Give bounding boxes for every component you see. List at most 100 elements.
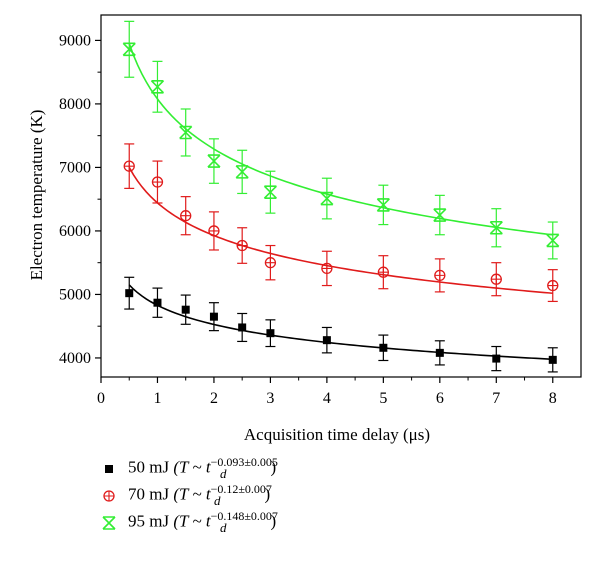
y-axis-label: Electron temperature (K) — [27, 110, 46, 281]
data-point — [547, 347, 558, 373]
marker-square — [153, 298, 162, 307]
marker-plus — [547, 280, 558, 291]
data-point — [546, 221, 560, 260]
marker-cross — [320, 191, 334, 206]
marker-square — [548, 355, 557, 364]
marker-plus — [237, 240, 248, 251]
x-tick-label: 8 — [549, 390, 557, 407]
y-tick-label: 6000 — [59, 223, 91, 240]
marker-plus — [104, 490, 114, 501]
marker-cross — [102, 515, 116, 530]
legend-label: 50 mJ (T ~ t−0.093±0.005d) — [128, 455, 278, 481]
marker-cross — [263, 185, 277, 199]
data-point — [152, 287, 163, 318]
marker-plus — [265, 257, 276, 268]
legend-entry: 70 mJ (T ~ t−0.12±0.007d) — [98, 482, 276, 509]
data-point — [320, 177, 334, 220]
data-point — [124, 276, 135, 310]
data-point — [491, 345, 502, 372]
marker-cross — [433, 208, 447, 222]
x-tick-label: 0 — [97, 390, 105, 407]
marker-plus — [152, 177, 163, 188]
marker-square — [181, 305, 190, 314]
marker-cross — [122, 42, 136, 57]
marker-square — [435, 348, 444, 357]
fit-curve — [128, 167, 553, 295]
y-tick-label: 5000 — [59, 286, 91, 303]
y-tick-label: 4000 — [59, 350, 91, 367]
marker-square — [379, 343, 388, 352]
legend-marker — [105, 464, 113, 473]
y-tick-label: 8000 — [59, 96, 91, 113]
data-point — [179, 108, 193, 157]
marker-square — [492, 354, 501, 363]
data-point — [236, 227, 248, 264]
x-tick-label: 4 — [323, 390, 331, 407]
marker-plus — [208, 225, 219, 236]
data-point — [180, 196, 192, 236]
data-point — [237, 312, 248, 343]
marker-plus — [124, 161, 135, 172]
marker-plus — [321, 263, 332, 274]
data-point — [208, 211, 220, 251]
plot-frame — [100, 14, 582, 378]
x-tick-label: 5 — [379, 390, 387, 407]
marker-square — [266, 329, 275, 338]
data-point — [378, 334, 389, 362]
data-point — [264, 244, 277, 281]
marker-square — [322, 336, 331, 345]
data-point — [433, 194, 447, 236]
data-point — [207, 138, 221, 184]
data-point — [151, 160, 164, 204]
legend: 50 mJ (T ~ t−0.093±0.005d) 70 mJ (T ~ t−0… — [98, 455, 278, 536]
data-point — [489, 208, 503, 248]
data-point — [180, 294, 191, 325]
fit-curves — [128, 43, 553, 361]
marker-square — [125, 289, 134, 298]
data-point — [434, 258, 446, 293]
legend-label: 95 mJ (T ~ t−0.148±0.007d) — [128, 509, 278, 535]
x-tick-label: 2 — [210, 390, 218, 407]
data-point — [265, 319, 276, 348]
y-tick-label: 7000 — [59, 159, 91, 176]
marker-cross — [376, 198, 390, 212]
x-tick-label: 6 — [436, 390, 444, 407]
legend-marker — [102, 515, 116, 530]
x-axis-label: Acquisition time delay (μs) — [244, 425, 430, 444]
fit-curve — [128, 43, 553, 236]
marker-cross — [150, 79, 165, 94]
data-point — [263, 170, 277, 214]
marker-square — [209, 312, 218, 321]
legend-marker — [103, 489, 115, 502]
marker-plus — [180, 210, 191, 221]
marker-plus — [491, 274, 502, 285]
marker-plus — [434, 270, 445, 281]
marker-cross — [235, 165, 249, 179]
data-point — [122, 20, 136, 78]
legend-entry: 50 mJ (T ~ t−0.093±0.005d) — [98, 455, 278, 482]
marker-square — [238, 323, 247, 332]
data-point — [377, 255, 390, 290]
marker-cross — [489, 220, 503, 235]
chart: 0 1 2 3 4 5 6 7 8 4000 5000 6000 7000 8000 9000 Acqui… — [27, 14, 582, 444]
data-point — [376, 184, 390, 226]
data-point — [235, 149, 249, 195]
marker-square — [105, 464, 113, 473]
x-axis: 0 1 2 3 4 5 6 7 8 — [97, 377, 557, 407]
marker-cross — [179, 125, 193, 140]
data-point — [434, 340, 445, 366]
data-point — [321, 326, 332, 354]
marker-plus — [378, 267, 389, 278]
legend-entry: 95 mJ (T ~ t−0.148±0.007d) — [98, 509, 278, 536]
x-tick-label: 7 — [492, 390, 500, 407]
y-axis: 4000 5000 6000 7000 8000 9000 — [59, 32, 101, 367]
x-tick-label: 3 — [266, 390, 274, 407]
fit-curve — [128, 284, 553, 361]
y-tick-label: 9000 — [59, 32, 91, 49]
x-tick-label: 1 — [153, 390, 161, 407]
data-point — [490, 262, 502, 297]
data-point — [547, 269, 559, 303]
plot-border — [100, 14, 582, 378]
data-points — [122, 20, 560, 373]
data-point — [150, 60, 165, 113]
